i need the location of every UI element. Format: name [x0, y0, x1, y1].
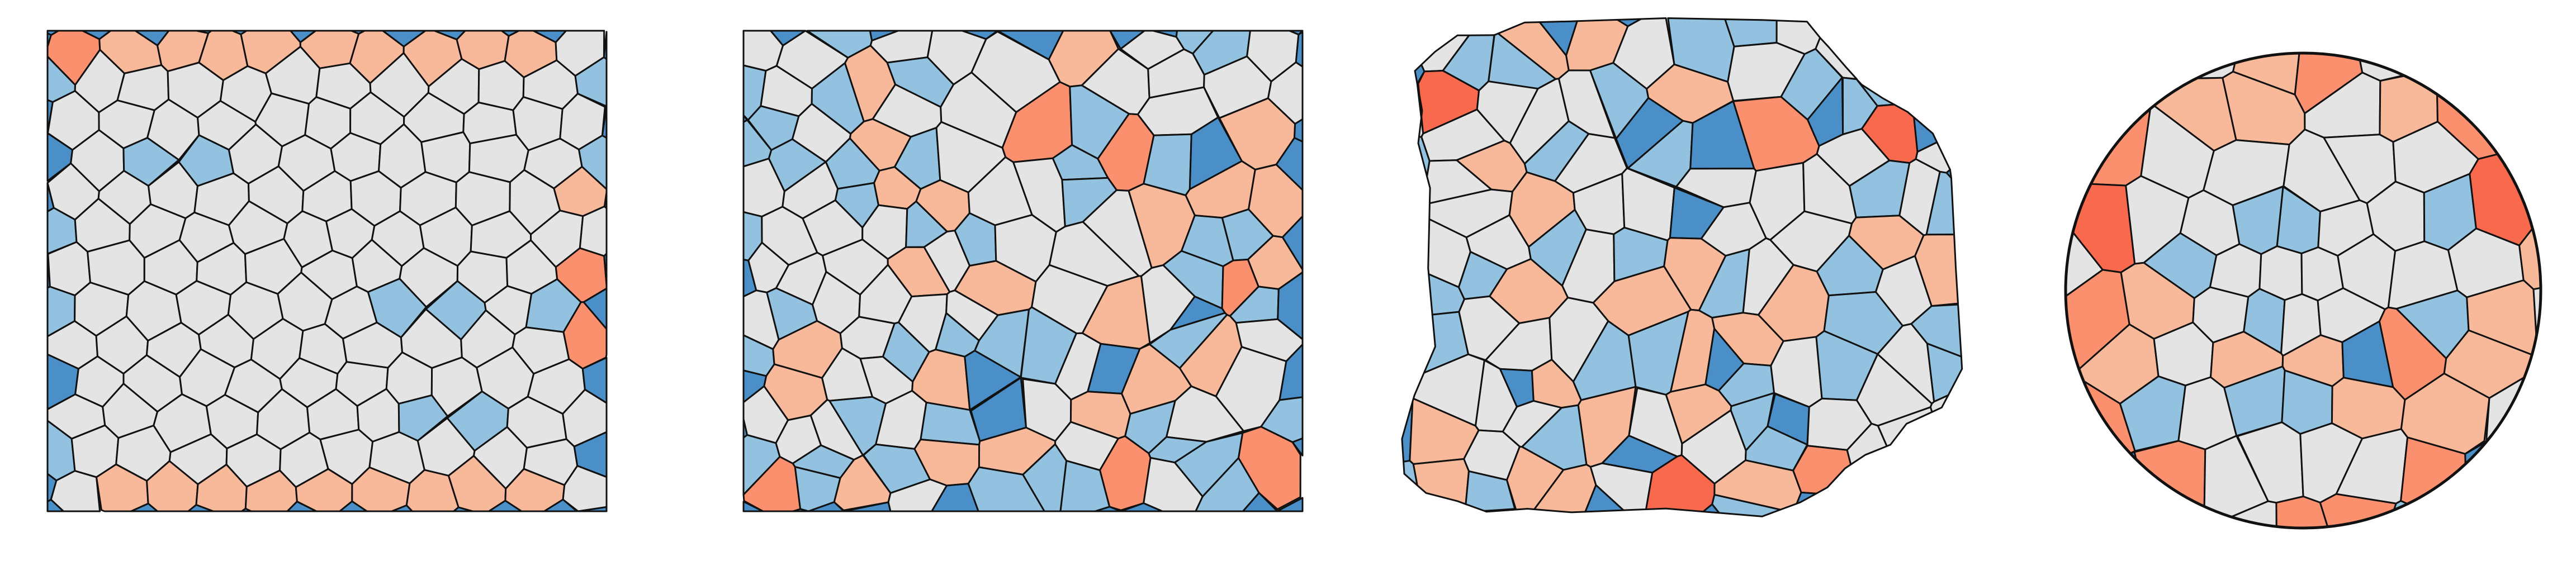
- panel-3-heptagon-cell: [1412, 458, 1470, 505]
- panel-2-square-cell: [1094, 506, 1122, 512]
- panel-1-square-cell: [391, 504, 413, 512]
- panel-1-pentagon-cell: [574, 56, 608, 107]
- panel-3-square-cell: [1796, 491, 1817, 505]
- panel-4-spherical-polyhedron-tiling: [2064, 51, 2542, 530]
- panel-1-square-cell: [488, 500, 523, 512]
- panel-3-square-cell: [1483, 508, 1517, 513]
- panel-1-jittered-honeycomb-tiling: [46, 30, 608, 512]
- panel-1-square-cell: [603, 253, 608, 286]
- panel-2-square-cell: [807, 501, 845, 512]
- panel-1-square-cell: [577, 506, 608, 512]
- panel-2-square-cell: [931, 483, 979, 512]
- panel-3-distorted-voronoi-tiling: [1401, 17, 1963, 517]
- panel-3-heptagon-cell: [1713, 459, 1802, 511]
- panel-3-square-cell: [1584, 484, 1625, 513]
- panel-2-square-cell: [1276, 497, 1304, 512]
- panel-2-octagon-cell: [1238, 426, 1301, 510]
- panel-1-pentagon-cell: [578, 135, 608, 190]
- panel-1-square-cell: [187, 504, 214, 512]
- panel-1-square-cell: [452, 506, 473, 512]
- panel-1-square-cell: [240, 507, 252, 512]
- panel-2-square-cell: [1242, 492, 1278, 512]
- panel-2-square-cell: [792, 508, 809, 512]
- panel-3-pentagon-cell: [1724, 18, 1778, 47]
- panel-2-square-cell: [1120, 502, 1163, 512]
- panel-2-square-cell: [843, 501, 892, 512]
- panel-2-square-cell: [742, 501, 764, 512]
- panel-4-sphere-outline: [2064, 51, 2542, 530]
- panel-4-octagon-cell: [2133, 440, 2206, 507]
- panel-3-square-cell: [1702, 503, 1720, 514]
- panel-1-square-cell: [46, 498, 64, 512]
- panel-3-hexagon-cell: [1877, 406, 1933, 447]
- panel-3-heptagon-cell: [1914, 234, 1959, 307]
- panel-1-square-cell: [130, 502, 159, 512]
- panel-3-heptagon-cell: [1506, 445, 1565, 511]
- panel-1-square-cell: [339, 500, 368, 512]
- panel-1-square-cell: [543, 498, 578, 512]
- panel-1-square-cell: [286, 501, 318, 512]
- panel-2-irregular-voronoi-tiling: [742, 30, 1304, 512]
